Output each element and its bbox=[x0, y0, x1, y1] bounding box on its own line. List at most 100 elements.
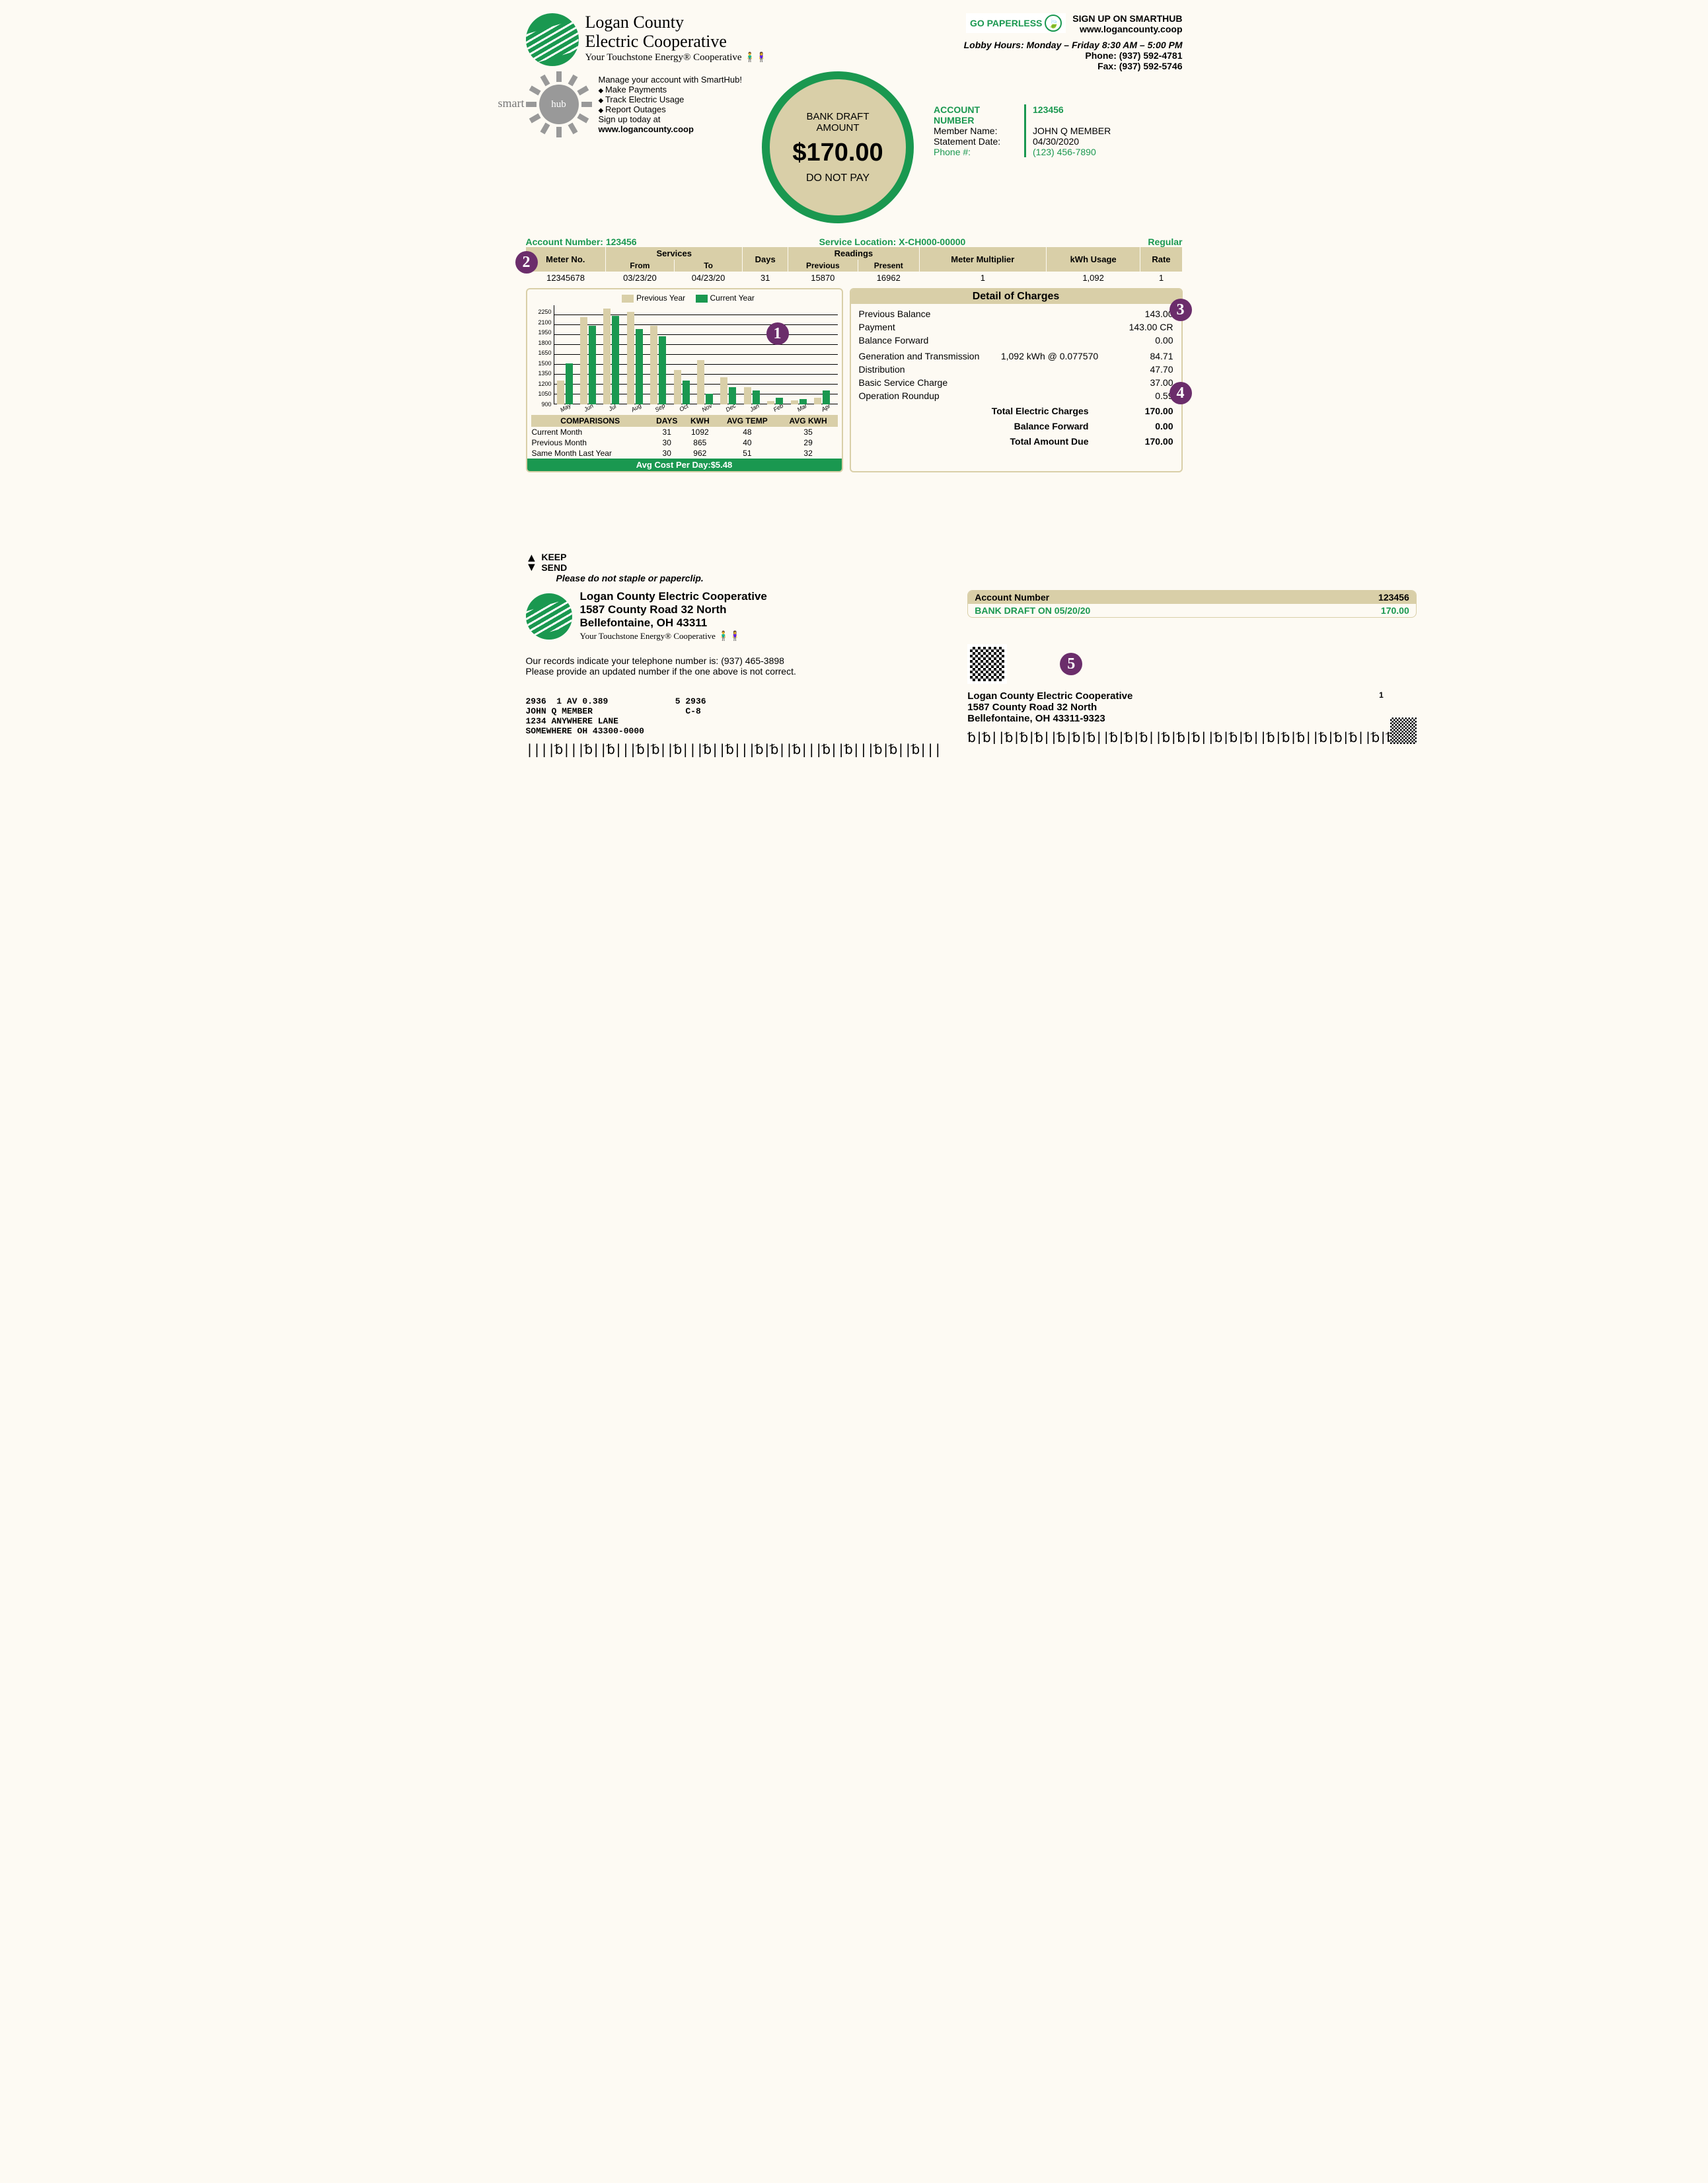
smarthub-list: Manage your account with SmartHub! Make … bbox=[599, 75, 743, 134]
th-usage: kWh Usage bbox=[1046, 247, 1140, 272]
small-qr-icon bbox=[1390, 718, 1417, 744]
chart-legend: Previous Year Current Year bbox=[531, 293, 838, 303]
payment-stub: Logan County Electric Cooperative 1587 C… bbox=[526, 590, 1183, 761]
company-logo-icon bbox=[526, 593, 572, 640]
keep-send: KEEPSEND bbox=[526, 552, 1183, 573]
th-from: From bbox=[606, 260, 675, 272]
callout-4-icon: 4 bbox=[1170, 382, 1192, 404]
stub-tagline: Your Touchstone Energy® Cooperative 🧍‍♂️… bbox=[580, 631, 767, 642]
qr-code-icon bbox=[967, 644, 1007, 684]
service-bar: Account Number: 123456 Service Location:… bbox=[526, 237, 1183, 247]
send-label: SEND bbox=[541, 562, 567, 573]
service-location: Service Location: X-CH000-00000 bbox=[819, 237, 966, 247]
postal-barcode-icon: ||||␢|||␢||␢|||␢|␢||␢|||␢||␢|||␢|␢||␢|||… bbox=[526, 743, 942, 761]
detail-title: Detail of Charges bbox=[851, 289, 1181, 304]
touchstone-icon: 🧍‍♂️🧍‍♀️ bbox=[744, 52, 767, 63]
service-account: Account Number: 123456 bbox=[526, 237, 637, 247]
charges-panel: 3 4 Detail of Charges Previous Balance14… bbox=[850, 288, 1183, 472]
mailing-address: 2936 1 AV 0.389 5 2936 JOHN Q MEMBER C-8… bbox=[526, 696, 942, 736]
stub-draft-amt: 170.00 bbox=[1381, 605, 1409, 616]
callout-2-icon: 2 bbox=[515, 251, 538, 274]
account-number-label: ACCOUNT NUMBER bbox=[934, 104, 1026, 126]
company-name: Logan CountyElectric Cooperative Your To… bbox=[585, 13, 768, 63]
touchstone-icon: 🧍‍♂️🧍‍♀️ bbox=[718, 631, 741, 642]
th-rate: Rate bbox=[1140, 247, 1182, 272]
logo-block: Logan CountyElectric Cooperative Your To… bbox=[526, 13, 768, 71]
smarthub-signup: Sign up today at bbox=[599, 114, 743, 124]
legend-prev: Previous Year bbox=[636, 293, 685, 303]
usage-panel: 1 Previous Year Current Year 90010501200… bbox=[526, 288, 843, 472]
legend-curr: Current Year bbox=[710, 293, 755, 303]
th-days: Days bbox=[743, 247, 788, 272]
callout-1-icon: 1 bbox=[766, 322, 789, 345]
rate-class: Regular bbox=[1148, 237, 1182, 247]
company-name-1: Logan County bbox=[585, 13, 685, 32]
mid-panels: 1 Previous Year Current Year 90010501200… bbox=[526, 288, 1183, 472]
th-to: To bbox=[674, 260, 743, 272]
stub-acct-num: 123456 bbox=[1378, 592, 1409, 603]
triangle-down-icon bbox=[526, 562, 538, 572]
company-name-2: Electric Cooperative bbox=[585, 32, 727, 51]
th-readings: Readings bbox=[788, 247, 919, 260]
leaf-icon bbox=[1045, 15, 1062, 32]
contact-fax: Fax: (937) 592-5746 bbox=[964, 61, 1183, 71]
th-mult: Meter Multiplier bbox=[919, 247, 1046, 272]
page-number: 1 bbox=[1379, 690, 1384, 700]
header: Logan CountyElectric Cooperative Your To… bbox=[526, 13, 1183, 71]
usage-chart: 900105012001350150016501800195021002250 bbox=[554, 305, 838, 404]
imb-barcode-icon: ␢|␢||␢|␢|␢||␢|␢|␢||␢|␢|␢||␢|␢|␢||␢|␢|␢||… bbox=[967, 731, 1416, 744]
th-meter: Meter No. bbox=[526, 247, 606, 272]
smarthub-logo-icon: smart hub bbox=[526, 71, 592, 137]
smarthub-promo: smart hub Manage your account with Smart… bbox=[526, 71, 743, 137]
meter-section: 2 Meter No. Services Days Readings Meter… bbox=[526, 247, 1183, 284]
amount-label: BANK DRAFTAMOUNT bbox=[806, 111, 869, 133]
charges-table: Previous Balance143.00Payment143.00 CRBa… bbox=[855, 307, 1177, 449]
callout-5-icon: 5 bbox=[1060, 653, 1082, 675]
amount-value: $170.00 bbox=[792, 139, 883, 167]
callout-3-icon: 3 bbox=[1170, 299, 1192, 321]
header-right: GO PAPERLESS SIGN UP ON SMARTHUB www.log… bbox=[964, 13, 1183, 71]
telephone-note: Our records indicate your telephone numb… bbox=[526, 655, 942, 677]
contact-phone: Phone: (937) 592-4781 bbox=[964, 50, 1183, 61]
member-name-label: Member Name: bbox=[934, 126, 1026, 136]
meter-row: 1234567803/23/2004/23/2031158701696211,0… bbox=[526, 272, 1183, 284]
swatch-prev-icon bbox=[622, 295, 634, 303]
keep-label: KEEP bbox=[541, 552, 566, 562]
account-number: 123456 bbox=[1026, 104, 1064, 126]
smarthub-url: www.logancounty.coop bbox=[599, 124, 743, 134]
stub-account-box: Account Number 123456 BANK DRAFT ON 05/20… bbox=[967, 590, 1416, 618]
staple-note: Please do not staple or paperclip. bbox=[556, 573, 1183, 583]
remit-address: 1 Logan County Electric Cooperative 1587… bbox=[967, 690, 1416, 724]
phone-label: Phone #: bbox=[934, 147, 1026, 157]
company-logo-icon bbox=[526, 13, 579, 66]
stub-logo: Logan County Electric Cooperative 1587 C… bbox=[526, 590, 942, 642]
smarthub-intro: Manage your account with SmartHub! bbox=[599, 75, 743, 85]
lobby-hours: Lobby Hours: Monday – Friday 8:30 AM – 5… bbox=[964, 40, 1183, 50]
swatch-curr-icon bbox=[696, 295, 708, 303]
smarthub-item: Report Outages bbox=[599, 104, 743, 114]
amount-circle: BANK DRAFTAMOUNT $170.00 DO NOT PAY bbox=[762, 71, 914, 223]
chart-xlabels: MayJunJulAugSepOctNovDecJanFebMarApr bbox=[554, 404, 838, 411]
signup-label: SIGN UP ON SMARTHUB bbox=[1072, 13, 1182, 24]
stub-left: Logan County Electric Cooperative 1587 C… bbox=[526, 590, 942, 761]
th-pres: Present bbox=[858, 260, 919, 272]
statement-date-label: Statement Date: bbox=[934, 136, 1026, 147]
stub-right: Account Number 123456 BANK DRAFT ON 05/20… bbox=[967, 590, 1416, 761]
paperless-badge: GO PAPERLESS bbox=[966, 13, 1066, 33]
phone-value: (123) 456-7890 bbox=[1026, 147, 1096, 157]
stub-addr1: 1587 County Road 32 North bbox=[580, 603, 767, 616]
stub-acct-label: Account Number bbox=[975, 592, 1049, 603]
account-info: ACCOUNT NUMBER123456 Member Name:JOHN Q … bbox=[934, 104, 1183, 157]
th-prev: Previous bbox=[788, 260, 858, 272]
summary-row: smart hub Manage your account with Smart… bbox=[526, 71, 1183, 223]
statement-date: 04/30/2020 bbox=[1026, 136, 1079, 147]
stub-addr2: Bellefontaine, OH 43311 bbox=[580, 616, 767, 630]
meter-table: Meter No. Services Days Readings Meter M… bbox=[526, 247, 1183, 284]
signup-url: www.logancounty.coop bbox=[1080, 24, 1183, 34]
smarthub-item: Track Electric Usage bbox=[599, 94, 743, 104]
avg-cost-per-day: Avg Cost Per Day:$5.48 bbox=[527, 459, 842, 471]
tagline: Your Touchstone Energy® Cooperative 🧍‍♂️… bbox=[585, 52, 768, 63]
stub-draft-label: BANK DRAFT ON 05/20/20 bbox=[975, 605, 1090, 616]
do-not-pay: DO NOT PAY bbox=[806, 172, 870, 184]
smarthub-item: Make Payments bbox=[599, 85, 743, 94]
